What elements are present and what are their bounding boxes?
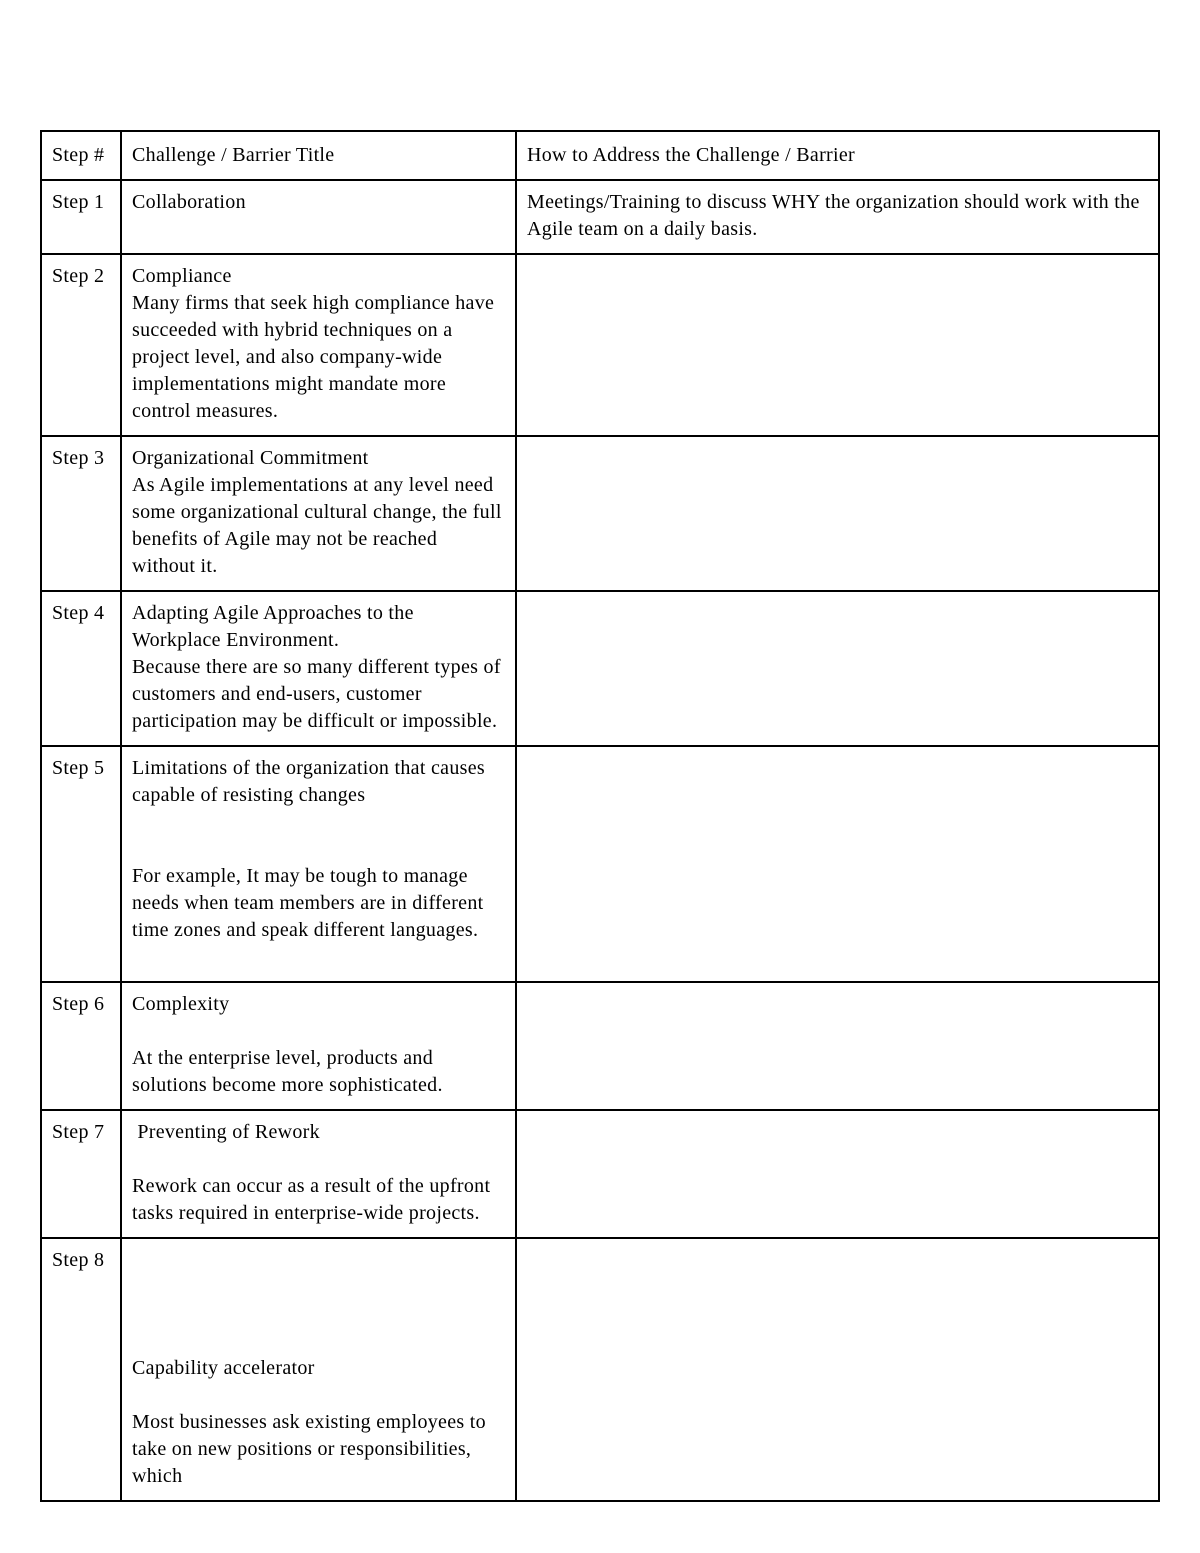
cell-address bbox=[516, 591, 1159, 746]
cell-step: Step 7 bbox=[41, 1110, 121, 1238]
cell-address: Meetings/Training to discuss WHY the org… bbox=[516, 180, 1159, 254]
cell-address bbox=[516, 1110, 1159, 1238]
table-row: Step 5 Limitations of the organization t… bbox=[41, 746, 1159, 982]
cell-address bbox=[516, 254, 1159, 436]
cell-title: Organizational Commitment As Agile imple… bbox=[121, 436, 516, 591]
cell-title: Capability accelerator Most businesses a… bbox=[121, 1238, 516, 1501]
table-row: Step 2 Compliance Many firms that seek h… bbox=[41, 254, 1159, 436]
cell-address bbox=[516, 982, 1159, 1110]
col-header-step: Step # bbox=[41, 131, 121, 180]
table-row: Step 8 Capability accelerator Most busin… bbox=[41, 1238, 1159, 1501]
cell-step: Step 1 bbox=[41, 180, 121, 254]
cell-title: Limitations of the organization that cau… bbox=[121, 746, 516, 982]
cell-title: Compliance Many firms that seek high com… bbox=[121, 254, 516, 436]
document-page: Step # Challenge / Barrier Title How to … bbox=[0, 0, 1200, 1553]
cell-title: Preventing of Rework Rework can occur as… bbox=[121, 1110, 516, 1238]
cell-title: Collaboration bbox=[121, 180, 516, 254]
col-header-address: How to Address the Challenge / Barrier bbox=[516, 131, 1159, 180]
cell-address bbox=[516, 746, 1159, 982]
table-row: Step 7 Preventing of Rework Rework can o… bbox=[41, 1110, 1159, 1238]
challenges-table: Step # Challenge / Barrier Title How to … bbox=[40, 130, 1160, 1502]
cell-title: Complexity At the enterprise level, prod… bbox=[121, 982, 516, 1110]
cell-title: Adapting Agile Approaches to the Workpla… bbox=[121, 591, 516, 746]
table-header-row: Step # Challenge / Barrier Title How to … bbox=[41, 131, 1159, 180]
cell-step: Step 6 bbox=[41, 982, 121, 1110]
col-header-title: Challenge / Barrier Title bbox=[121, 131, 516, 180]
table-row: Step 1 Collaboration Meetings/Training t… bbox=[41, 180, 1159, 254]
cell-address bbox=[516, 436, 1159, 591]
cell-step: Step 8 bbox=[41, 1238, 121, 1501]
cell-step: Step 2 bbox=[41, 254, 121, 436]
cell-step: Step 4 bbox=[41, 591, 121, 746]
table-row: Step 6 Complexity At the enterprise leve… bbox=[41, 982, 1159, 1110]
table-row: Step 4 Adapting Agile Approaches to the … bbox=[41, 591, 1159, 746]
cell-address bbox=[516, 1238, 1159, 1501]
cell-step: Step 3 bbox=[41, 436, 121, 591]
table-row: Step 3 Organizational Commitment As Agil… bbox=[41, 436, 1159, 591]
cell-step: Step 5 bbox=[41, 746, 121, 982]
